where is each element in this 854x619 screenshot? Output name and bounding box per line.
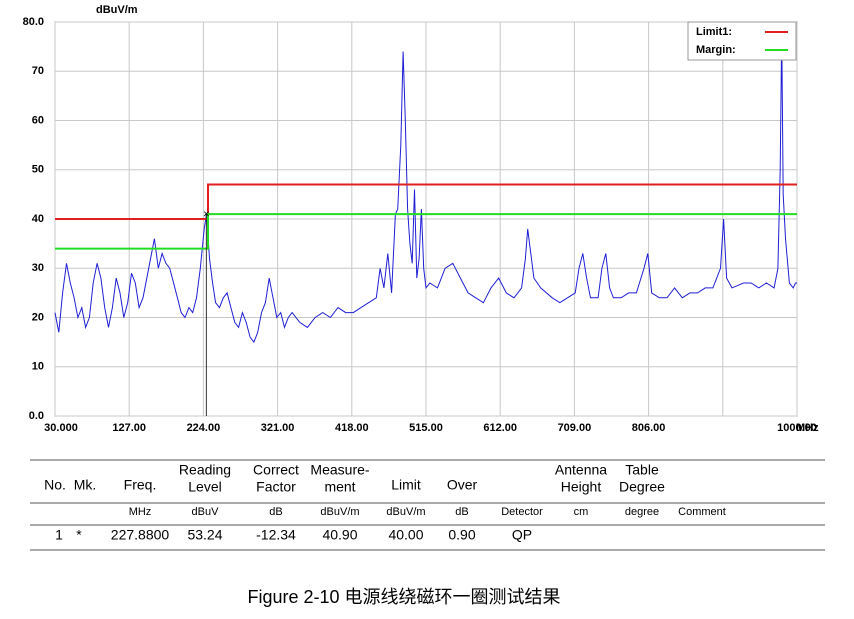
table-header: Level (188, 479, 221, 495)
x-tick-label: 418.00 (335, 422, 369, 434)
y-tick-label: 70 (32, 65, 44, 77)
table-header: Antenna (555, 462, 607, 478)
y-tick-label: 50 (32, 164, 44, 176)
y-tick-label: 10 (32, 361, 44, 373)
marker-symbol: × (203, 208, 209, 220)
x-tick-label: 806.00 (632, 422, 666, 434)
table-unit: Detector (501, 506, 543, 518)
table-header: Mk. (74, 477, 97, 493)
table-cell: 53.24 (187, 527, 222, 543)
table-header: Reading (179, 462, 231, 478)
table-cell: 1 (55, 527, 63, 543)
x-tick-label: 612.00 (483, 422, 517, 434)
y-tick-label: 30 (32, 262, 44, 274)
table-cell: * (76, 527, 82, 543)
table-unit: dB (455, 506, 468, 518)
table-header: Limit (391, 477, 421, 493)
series-line (55, 213, 797, 250)
x-tick-label: 709.00 (558, 422, 592, 434)
x-tick-label: 30.000 (44, 422, 78, 434)
table-header: Measure- (310, 462, 369, 478)
legend-box (687, 21, 797, 61)
table-unit: dB (269, 506, 282, 518)
table-header: ment (324, 479, 355, 495)
caption: Figure 2-10 电源线绕磁环一圈测试结果 (247, 587, 560, 607)
table-header: Freq. (124, 477, 157, 493)
table-cell: 227.8800 (111, 527, 170, 543)
x-tick-label: 321.00 (261, 422, 295, 434)
table-header: Height (561, 479, 602, 495)
table-header: Correct (253, 462, 299, 478)
table-header: Factor (256, 479, 296, 495)
table-cell: 40.90 (322, 527, 357, 543)
table-unit: cm (574, 506, 589, 518)
y-tick-label: 20 (32, 311, 44, 323)
y-tick-label: 40 (32, 213, 44, 225)
table-cell: QP (512, 527, 532, 543)
table-unit: MHz (129, 506, 152, 518)
y-tick-label: 60 (32, 114, 44, 126)
legend-label: Margin: (696, 44, 736, 56)
y-tick-label: 0.0 (29, 410, 44, 422)
table-cell: 0.90 (448, 527, 475, 543)
table-cell: 40.00 (388, 527, 423, 543)
table-header: Degree (619, 479, 665, 495)
table-header: Over (447, 477, 478, 493)
x-unit: MHz (796, 422, 819, 434)
series-line (55, 183, 797, 220)
table-unit: dBuV/m (320, 506, 359, 518)
table-unit: dBuV (192, 506, 220, 518)
series-line (54, 31, 797, 344)
legend-label: Limit1: (696, 26, 732, 38)
table-header: Table (625, 462, 659, 478)
table-unit: Comment (678, 506, 726, 518)
x-tick-label: 1000.00 (777, 422, 817, 434)
y-tick-label: 80.0 (23, 16, 44, 28)
table-header: No. (44, 477, 66, 493)
x-tick-label: 224.00 (187, 422, 221, 434)
x-tick-label: 515.00 (409, 422, 443, 434)
table-unit: dBuV/m (386, 506, 425, 518)
table-unit: degree (625, 506, 659, 518)
x-tick-label: 127.00 (112, 422, 146, 434)
table-cell: -12.34 (256, 527, 296, 543)
y-unit: dBuV/m (96, 4, 138, 16)
